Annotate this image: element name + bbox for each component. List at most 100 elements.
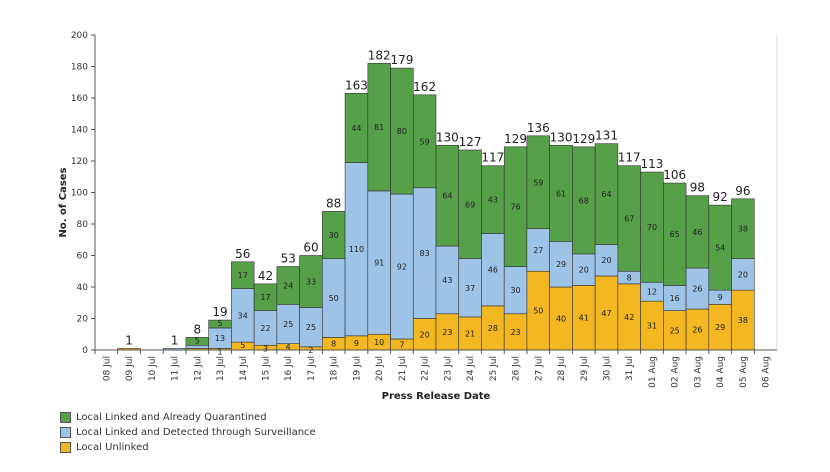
total-label: 130 <box>436 130 459 144</box>
total-label: 131 <box>595 129 618 143</box>
x-tick-label: 26 Jul <box>512 356 522 381</box>
x-tick-label: 25 Jul <box>489 356 499 381</box>
total-label: 1 <box>125 333 133 347</box>
x-tick-label: 29 Jul <box>580 356 590 381</box>
data-label: 13 <box>215 334 225 343</box>
y-tick-label: 140 <box>71 126 88 136</box>
y-tick-label: 0 <box>82 346 88 356</box>
total-label: 53 <box>281 252 296 266</box>
total-label: 179 <box>390 53 413 67</box>
legend-item-surveillance: Local Linked and Detected through Survei… <box>60 425 316 440</box>
data-label: 12 <box>647 288 657 297</box>
total-label: 8 <box>193 322 201 336</box>
data-label: 44 <box>351 124 361 133</box>
data-label: 37 <box>465 284 475 293</box>
total-label: 42 <box>258 269 273 283</box>
data-label: 38 <box>738 225 748 234</box>
x-tick-label: 15 Jul <box>262 356 272 381</box>
total-label: 106 <box>663 168 686 182</box>
x-tick-label: 27 Jul <box>534 356 544 381</box>
y-tick-label: 100 <box>71 189 88 199</box>
y-tick-label: 80 <box>77 220 89 230</box>
x-tick-label: 30 Jul <box>603 356 613 381</box>
data-label: 42 <box>624 313 634 322</box>
x-tick-label: 24 Jul <box>466 356 476 381</box>
data-label: 16 <box>670 294 680 303</box>
data-label: 83 <box>420 249 430 258</box>
total-label: 113 <box>641 157 664 171</box>
x-tick-label: 09 Jul <box>125 356 135 381</box>
data-label: 76 <box>510 203 520 212</box>
y-tick-label: 20 <box>77 315 89 325</box>
data-label: 3 <box>263 344 268 353</box>
data-label: 54 <box>715 244 725 253</box>
y-tick-label: 120 <box>71 157 88 167</box>
data-label: 5 <box>217 319 222 328</box>
legend-item-unlinked: Local Unlinked <box>60 440 316 455</box>
total-label: 56 <box>235 247 250 261</box>
data-label: 10 <box>374 338 384 347</box>
bar-segment <box>185 344 209 349</box>
data-label: 70 <box>647 223 657 232</box>
bar-segment <box>412 94 437 189</box>
data-label: 92 <box>397 263 407 272</box>
x-tick-label: 17 Jul <box>307 356 317 381</box>
x-tick-label: 14 Jul <box>239 356 249 381</box>
y-tick-label: 200 <box>71 31 88 41</box>
x-tick-label: 21 Jul <box>398 356 408 381</box>
data-label: 5 <box>240 341 245 350</box>
x-tick-label: 13 Jul <box>216 356 226 381</box>
data-label: 25 <box>306 323 316 332</box>
data-label: 69 <box>465 200 475 209</box>
total-label: 130 <box>550 130 573 144</box>
x-tick-label: 20 Jul <box>375 356 385 381</box>
data-label: 22 <box>260 324 270 333</box>
data-label: 30 <box>510 286 520 295</box>
data-label: 41 <box>579 314 589 323</box>
total-label: 60 <box>303 241 318 255</box>
data-label: 33 <box>306 277 316 286</box>
data-label: 4 <box>286 343 291 352</box>
x-tick-label: 02 Aug <box>671 356 681 388</box>
data-label: 17 <box>238 271 248 280</box>
data-label: 26 <box>692 285 702 294</box>
data-label: 80 <box>397 127 407 136</box>
total-label: 162 <box>413 80 436 94</box>
x-tick-label: 03 Aug <box>693 356 703 388</box>
data-label: 20 <box>420 330 430 339</box>
data-label: 59 <box>420 137 430 146</box>
data-label: 43 <box>442 276 452 285</box>
y-tick-label: 60 <box>77 252 89 262</box>
data-label: 17 <box>260 293 270 302</box>
data-label: 9 <box>354 339 359 348</box>
data-label: 25 <box>670 326 680 335</box>
x-tick-label: 12 Jul <box>193 356 203 381</box>
data-label: 40 <box>556 315 566 324</box>
x-tick-label: 16 Jul <box>284 356 294 381</box>
data-label: 27 <box>533 246 543 255</box>
x-tick-label: 08 Jul <box>102 356 112 381</box>
x-tick-label: 31 Jul <box>625 356 635 381</box>
data-label: 29 <box>556 260 566 269</box>
total-label: 182 <box>368 48 391 62</box>
y-tick-label: 180 <box>71 63 88 73</box>
legend-label-unlinked: Local Unlinked <box>76 442 149 453</box>
data-label: 59 <box>533 178 543 187</box>
data-label: 46 <box>488 266 498 275</box>
x-tick-label: 11 Jul <box>171 356 181 381</box>
y-tick-label: 40 <box>77 283 89 293</box>
x-tick-label: 18 Jul <box>330 356 340 381</box>
data-label: 25 <box>283 320 293 329</box>
data-label: 61 <box>556 189 566 198</box>
x-tick-label: 10 Jul <box>148 356 158 381</box>
data-label: 81 <box>374 123 384 132</box>
data-label: 34 <box>238 311 248 320</box>
x-tick-label: 05 Aug <box>739 356 749 388</box>
y-tick-label: 160 <box>71 94 88 104</box>
data-label: 29 <box>715 323 725 332</box>
legend-label-surveillance: Local Linked and Detected through Survei… <box>76 427 316 438</box>
total-label: 163 <box>345 78 368 92</box>
data-label: 47 <box>601 309 611 318</box>
